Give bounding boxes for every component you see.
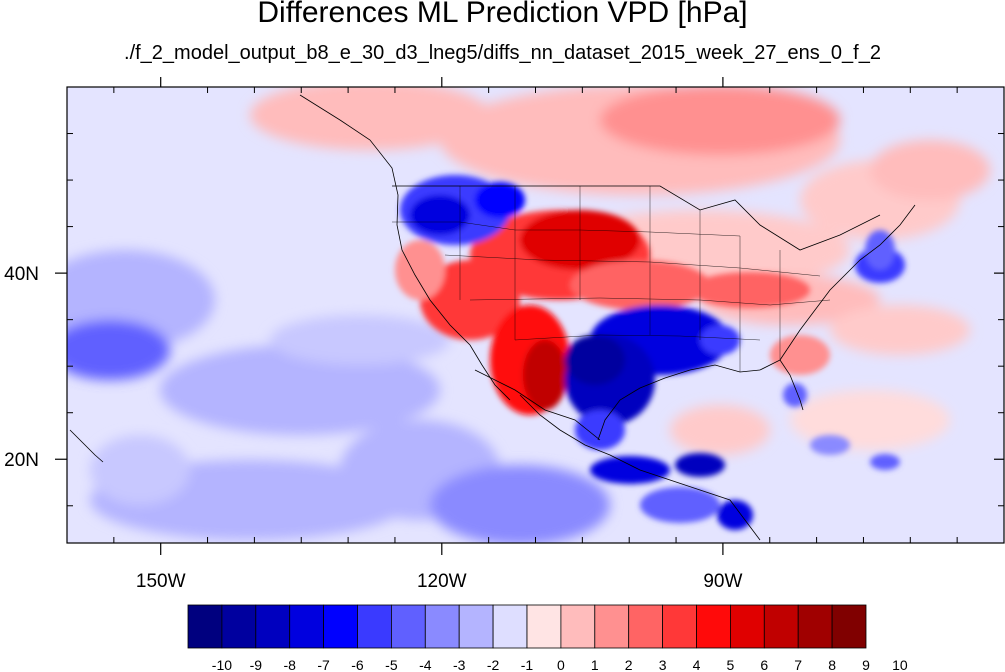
colorbar-label: 9 [862, 657, 870, 672]
colorbar-swatch [797, 604, 833, 649]
colorbar-label: 0 [557, 657, 565, 672]
lon-tick-label: 120W [417, 571, 467, 592]
colorbar-label: -7 [317, 657, 330, 672]
state-borders [392, 186, 831, 372]
colorbar: -10 -9 -8 -7 -6 -5 -4 -3 -2 -1 0 1 2 3 4 5 6 7 8 9 10 [187, 604, 908, 672]
lat-tick-label: 40N [4, 264, 39, 285]
colorbar-swatch [390, 604, 426, 649]
lon-tick-label: 90W [703, 571, 742, 592]
colorbar-swatch [323, 604, 358, 649]
lat-tick-label: 20N [4, 450, 39, 471]
colorbar-label: -5 [385, 657, 398, 672]
colorbar-label: 6 [760, 657, 768, 672]
colorbar-swatch [187, 604, 223, 649]
colorbar-label: -6 [351, 657, 364, 672]
colorbar-label: -1 [521, 657, 534, 672]
colorbar-swatch [763, 604, 799, 649]
colorbar-label: -2 [487, 657, 500, 672]
colorbar-swatch [526, 604, 562, 649]
map-subtitle: ./f_2_model_output_b8_e_30_d3_lneg5/diff… [124, 42, 881, 64]
colorbar-label: 8 [828, 657, 836, 672]
colorbar-label: -4 [419, 657, 432, 672]
colorbar-label: -9 [250, 657, 263, 672]
colorbar-swatch [730, 604, 765, 649]
colorbar-label: 1 [591, 657, 599, 672]
colorbar-swatch [289, 604, 325, 649]
colorbar-swatch [255, 604, 291, 649]
map-field [67, 87, 1004, 543]
colorbar-label: 5 [727, 657, 735, 672]
colorbar-swatch [492, 604, 528, 649]
colorbar-label: 3 [659, 657, 667, 672]
colorbar-swatch [594, 604, 630, 649]
lon-tick-label: 150W [136, 571, 186, 592]
colorbar-label: 10 [892, 657, 908, 672]
colorbar-swatch [424, 604, 460, 649]
coastlines [69, 94, 916, 541]
map-axes: 150W 120W 90W 40N 20N [4, 77, 1004, 592]
colorbar-label: 4 [693, 657, 701, 672]
colorbar-swatch [357, 604, 392, 649]
colorbar-swatch [628, 604, 664, 649]
map-title: Differences ML Prediction VPD [hPa] [257, 0, 748, 29]
colorbar-label: 7 [794, 657, 802, 672]
colorbar-swatch [560, 604, 596, 649]
colorbar-label: 2 [625, 657, 633, 672]
colorbar-swatch [831, 604, 867, 649]
colorbar-swatch [458, 604, 494, 649]
colorbar-swatch [662, 604, 697, 649]
colorbar-swatch [696, 604, 731, 649]
colorbar-label: -8 [283, 657, 296, 672]
colorbar-label: -3 [453, 657, 466, 672]
colorbar-label: -10 [212, 657, 232, 672]
colorbar-swatch [221, 604, 257, 649]
